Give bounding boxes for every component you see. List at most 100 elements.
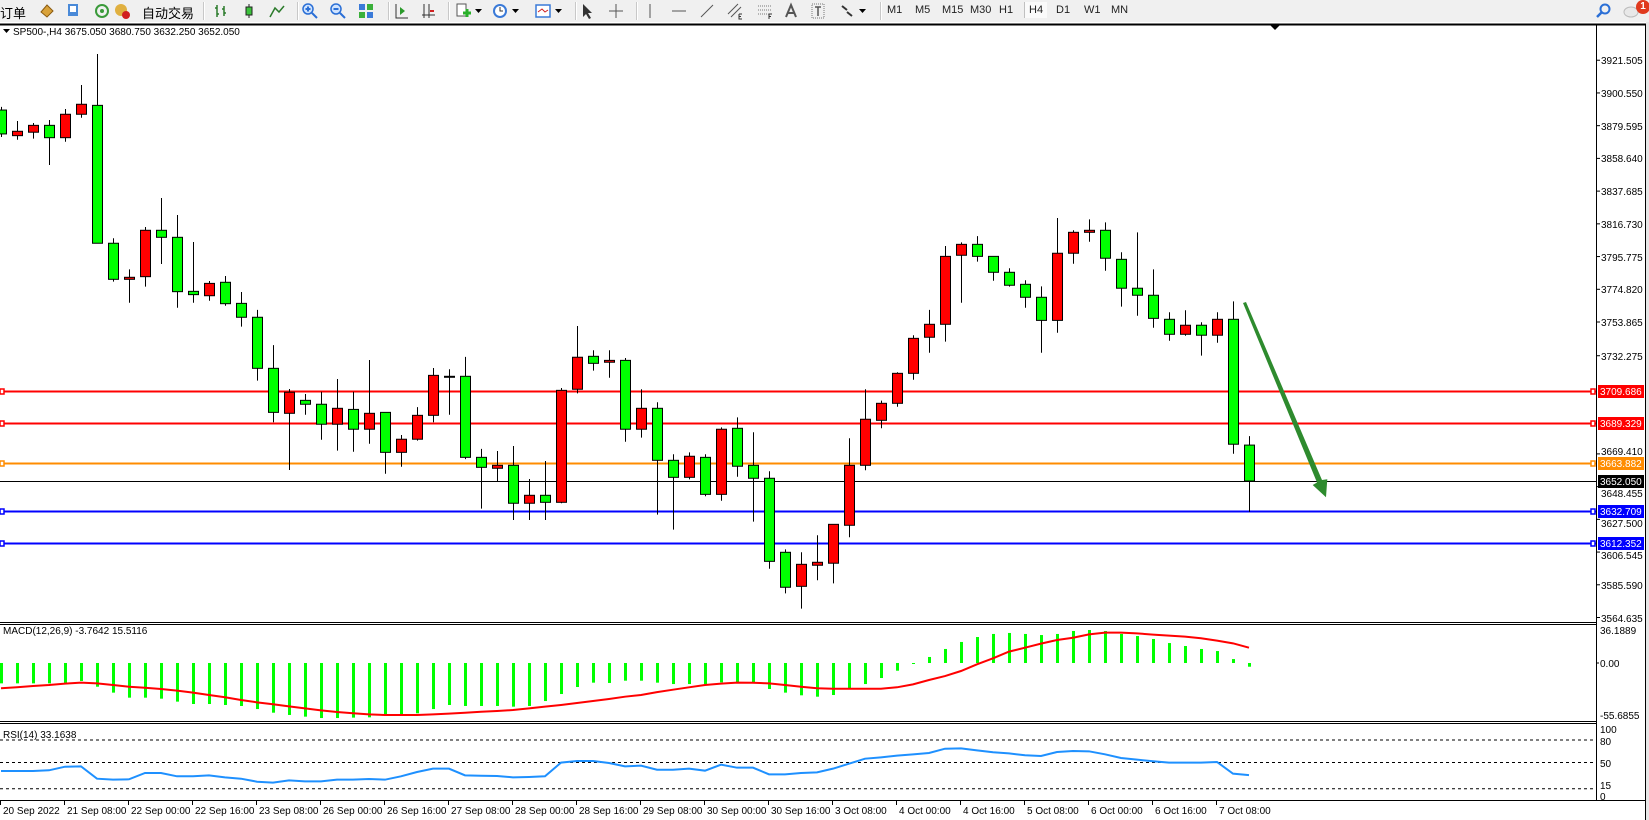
candle[interactable] (412, 407, 423, 441)
candle[interactable] (860, 389, 871, 471)
candle[interactable] (44, 120, 55, 166)
candle[interactable] (92, 53, 103, 244)
zoom-in-icon[interactable] (301, 2, 319, 20)
candle[interactable] (460, 356, 471, 460)
cursor-icon[interactable] (578, 2, 596, 20)
candle[interactable] (492, 450, 503, 482)
candle[interactable] (812, 535, 823, 581)
chevron-down-icon[interactable] (554, 2, 562, 20)
candle[interactable] (1196, 322, 1207, 356)
candle[interactable] (396, 435, 407, 467)
candlestick-icon[interactable] (240, 2, 258, 20)
candle[interactable] (764, 471, 775, 569)
candle[interactable] (1228, 301, 1239, 454)
level-handle-right[interactable] (1590, 540, 1596, 547)
candle[interactable] (332, 378, 343, 451)
candle[interactable] (1100, 222, 1111, 271)
candle[interactable] (348, 391, 359, 452)
indicators-icon[interactable] (454, 2, 472, 20)
timeframe-d1[interactable]: D1 (1056, 4, 1071, 16)
candle[interactable] (252, 309, 263, 381)
crosshair-icon[interactable] (607, 2, 625, 20)
level-handle-left[interactable] (0, 388, 5, 395)
candle[interactable] (76, 85, 87, 118)
candle[interactable] (540, 460, 551, 520)
level-handle-right[interactable] (1590, 388, 1596, 395)
candle[interactable] (188, 242, 199, 303)
candle[interactable] (220, 276, 231, 306)
data-window-icon[interactable] (65, 2, 83, 20)
candle[interactable] (556, 388, 567, 504)
candle[interactable] (732, 417, 743, 477)
candle[interactable] (172, 214, 183, 308)
level-handle-left[interactable] (0, 508, 5, 515)
notification-badge[interactable]: 1 (1636, 0, 1649, 14)
candle[interactable] (1180, 310, 1191, 336)
candle[interactable] (140, 227, 151, 287)
candle[interactable] (204, 281, 215, 301)
candle[interactable] (636, 389, 647, 438)
candle[interactable] (1004, 268, 1015, 287)
candle[interactable] (1244, 436, 1255, 512)
candle[interactable] (124, 269, 135, 303)
text-icon[interactable] (782, 2, 800, 20)
candle[interactable] (0, 106, 7, 138)
chart-shift-icon[interactable] (419, 2, 437, 20)
signals-icon[interactable] (93, 2, 111, 20)
candle[interactable] (876, 400, 887, 429)
candle[interactable] (508, 445, 519, 520)
down-arrow-drawing[interactable] (1243, 302, 1328, 498)
timeframe-h1[interactable]: H1 (999, 4, 1014, 16)
periods-icon[interactable] (491, 2, 509, 20)
timeframe-m1[interactable]: M1 (887, 4, 903, 16)
horizontal-line-icon[interactable] (670, 2, 688, 20)
level-handle-right[interactable] (1590, 420, 1596, 427)
auto-scroll-icon[interactable] (392, 2, 410, 20)
line-chart-icon[interactable] (268, 2, 286, 20)
vertical-line-icon[interactable] (641, 2, 659, 20)
candle[interactable] (988, 255, 999, 281)
candle[interactable] (716, 427, 727, 501)
candle[interactable] (748, 432, 759, 522)
level-handle-left[interactable] (0, 420, 5, 427)
chevron-down-icon[interactable] (858, 2, 866, 20)
candle[interactable] (1068, 230, 1079, 264)
tile-windows-icon[interactable] (357, 2, 375, 20)
candle[interactable] (108, 238, 119, 282)
candle[interactable] (604, 350, 615, 378)
candle[interactable] (380, 411, 391, 474)
candle[interactable] (1148, 269, 1159, 328)
candle[interactable] (28, 123, 39, 139)
zoom-out-icon[interactable] (329, 2, 347, 20)
level-handle-left[interactable] (0, 540, 5, 547)
search-icon[interactable] (1594, 2, 1612, 20)
candle[interactable] (828, 523, 839, 584)
timeframe-mn[interactable]: MN (1111, 4, 1129, 16)
candle[interactable] (156, 197, 167, 265)
bar-chart-icon[interactable] (212, 2, 230, 20)
level-handle-right[interactable] (1590, 460, 1596, 467)
trendline-icon[interactable] (698, 2, 716, 20)
level-handle-right[interactable] (1590, 508, 1596, 515)
timeframe-w1[interactable]: W1 (1084, 4, 1101, 16)
candle[interactable] (1132, 232, 1143, 316)
candle[interactable] (572, 326, 583, 394)
chevron-down-icon[interactable] (474, 2, 482, 20)
candle[interactable] (316, 391, 327, 440)
new-order-button[interactable]: 新订单 (0, 6, 27, 21)
candle[interactable] (236, 291, 247, 327)
equidistant-channel-icon[interactable] (726, 2, 744, 20)
candle[interactable] (1116, 252, 1127, 307)
candle[interactable] (1164, 312, 1175, 341)
candle[interactable] (1212, 312, 1223, 343)
candle[interactable] (684, 452, 695, 480)
candle[interactable] (620, 358, 631, 442)
candle[interactable] (956, 242, 967, 303)
candle[interactable] (428, 368, 439, 423)
timeframe-m30[interactable]: M30 (970, 4, 992, 16)
chart-menu-triangle-icon[interactable] (3, 29, 10, 33)
candle[interactable] (588, 350, 599, 371)
fibonacci-icon[interactable] (756, 2, 774, 20)
candle[interactable] (892, 372, 903, 407)
